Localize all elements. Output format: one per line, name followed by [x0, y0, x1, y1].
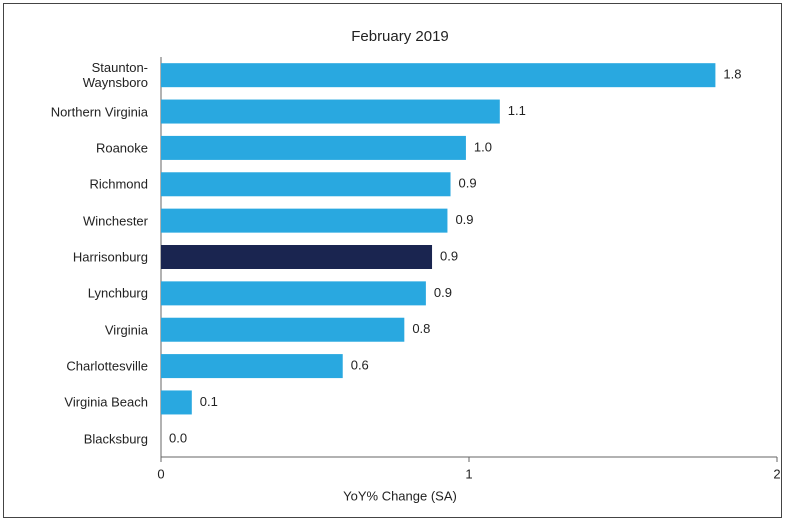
category-label: Virginia	[104, 322, 148, 338]
bar	[161, 135, 466, 160]
bar	[161, 390, 192, 415]
value-label: 0.9	[440, 248, 458, 263]
category-label: Staunton- Waynsboro	[82, 60, 148, 91]
value-label: 0.9	[455, 212, 473, 227]
category-label: Harrisonburg	[72, 249, 148, 265]
value-label: 0.8	[412, 321, 430, 336]
value-label: 1.0	[474, 139, 492, 154]
category-label: Roanoke	[95, 140, 148, 156]
bar	[161, 354, 343, 379]
bar	[161, 63, 716, 88]
category-label: Richmond	[89, 176, 148, 192]
category-label: Lynchburg	[87, 285, 148, 301]
category-label: Blacksburg	[83, 431, 148, 447]
bar	[161, 208, 448, 233]
x-tick-label: 2	[773, 466, 780, 481]
category-label: Charlottesville	[66, 358, 148, 374]
category-label: Northern Virginia	[50, 104, 148, 120]
bar	[161, 317, 405, 342]
value-label: 0.9	[459, 176, 477, 191]
value-label: 0.9	[434, 285, 452, 300]
value-label: 1.1	[508, 103, 526, 118]
value-label: 0.0	[169, 430, 187, 445]
x-axis-label: YoY% Change (SA)	[343, 488, 457, 503]
chart-title: February 2019	[351, 28, 449, 45]
value-label: 0.6	[351, 358, 369, 373]
x-tick-label: 0	[157, 466, 164, 481]
frame	[3, 3, 782, 518]
value-label: 1.8	[723, 67, 741, 82]
bar	[161, 245, 433, 269]
value-label: 0.1	[200, 394, 218, 409]
bar	[161, 172, 451, 197]
category-label: Winchester	[82, 213, 148, 229]
bar	[161, 99, 500, 124]
x-tick-label: 1	[465, 466, 472, 481]
category-label: Virginia Beach	[64, 394, 148, 410]
bar	[161, 281, 426, 306]
